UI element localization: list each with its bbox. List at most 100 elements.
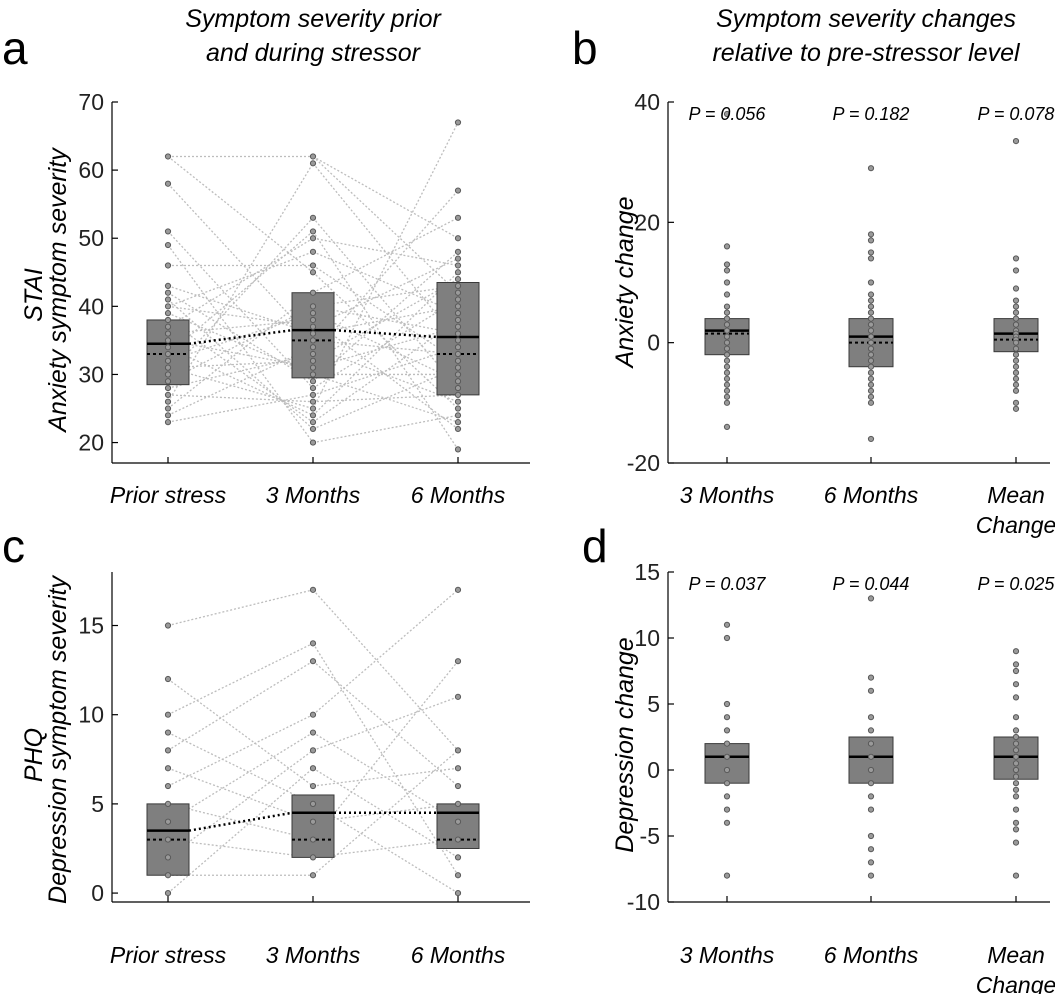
- chart-b-point: [867, 327, 875, 334]
- panel-b-title-line2: relative to pre-stressor level: [712, 39, 1021, 67]
- chart-c-ytick-label: 0: [91, 880, 104, 906]
- chart-a-point: [454, 269, 462, 276]
- chart-b-point: [1012, 399, 1020, 406]
- chart-b-point: [867, 381, 875, 388]
- chart-a-pair-line: [312, 217, 459, 389]
- chart-a-point: [164, 330, 172, 337]
- chart-b-point: [723, 339, 731, 346]
- chart-d-ytick-label: -5: [640, 823, 660, 849]
- chart-a-pair-line: [312, 258, 459, 328]
- chart-a-point: [454, 323, 462, 330]
- chart-d-point: [723, 621, 731, 628]
- chart-d-point: [723, 780, 731, 787]
- chart-a-point: [309, 248, 317, 255]
- chart-c-point: [454, 872, 462, 879]
- chart-a-pair-line: [167, 319, 314, 423]
- chart-a-point: [454, 425, 462, 433]
- chart-b-point: [867, 387, 875, 394]
- chart-d-point: [723, 634, 731, 642]
- chart-b-ytick-label: 20: [634, 209, 660, 235]
- chart-a-point: [164, 378, 172, 385]
- chart-a-point: [164, 384, 172, 392]
- chart-a-point: [454, 255, 462, 262]
- chart-d-point: [1012, 727, 1020, 734]
- chart-a-pair-line: [167, 346, 314, 416]
- chart-c-median-trend: [188, 811, 293, 832]
- chart-c-pair-line: [167, 767, 314, 823]
- chart-c-pair-line: [167, 731, 314, 823]
- chart-a-point: [309, 384, 317, 392]
- chart-depression-severity: 0 5 10 15 Prior stress 3 Months 6 Months Depres…: [44, 572, 530, 968]
- chart-b-point: [723, 279, 731, 286]
- panel-a-title-line2: and during stressor: [206, 39, 422, 67]
- chart-c-point: [454, 765, 462, 772]
- chart-d-point: [1012, 648, 1020, 655]
- chart-a-point: [309, 310, 317, 317]
- chart-c-pair-line: [312, 643, 459, 876]
- chart-a-point: [454, 310, 462, 317]
- chart-a-point: [309, 303, 317, 310]
- chart-a-pair-line: [312, 271, 459, 409]
- chart-a-point: [454, 330, 462, 337]
- chart-a-point: [309, 412, 317, 419]
- chart-a-point: [309, 371, 317, 378]
- chart-d-pvalue-3: P = 0.025: [978, 574, 1055, 594]
- chart-a-pair-line: [312, 251, 459, 382]
- chart-a-point: [309, 289, 317, 296]
- chart-d-point: [867, 740, 875, 747]
- chart-a-point: [454, 187, 462, 194]
- chart-a-pair-line: [167, 251, 314, 307]
- chart-b-point: [723, 345, 731, 352]
- chart-a-pair-line: [167, 230, 314, 355]
- chart-c-point: [309, 711, 317, 718]
- chart-a-ytick-label: 30: [78, 361, 104, 387]
- chart-a-median-trend: [188, 328, 293, 346]
- chart-a-point: [164, 241, 172, 249]
- chart-a-point: [309, 214, 317, 221]
- chart-b-point: [723, 393, 731, 400]
- chart-b-point: [867, 315, 875, 322]
- chart-a-pair-line: [312, 217, 459, 294]
- chart-b-point: [723, 399, 731, 406]
- chart-c-point: [454, 693, 462, 700]
- chart-b-point: [723, 315, 731, 322]
- row-label-phq: PHQ: [20, 728, 48, 782]
- chart-b-point: [723, 327, 731, 334]
- chart-b-point: [723, 243, 731, 250]
- chart-d-point: [1012, 747, 1020, 754]
- chart-b-point: [867, 237, 875, 244]
- chart-b-point: [723, 375, 731, 382]
- chart-d-point: [1012, 780, 1020, 787]
- chart-b-category-label: 6 Months: [824, 482, 919, 508]
- panel-label-a: a: [2, 22, 28, 74]
- chart-d-point: [1012, 753, 1020, 760]
- chart-a-pair-line: [312, 339, 459, 355]
- chart-c-pair-line: [167, 731, 314, 805]
- chart-c-point: [454, 854, 462, 861]
- chart-d-point: [867, 727, 875, 734]
- chart-c-point: [454, 782, 462, 790]
- panel-a-title-line1: Symptom severity prior: [185, 5, 442, 33]
- chart-c-ytick-label: 5: [91, 791, 104, 817]
- chart-b-point: [867, 303, 875, 310]
- chart-b-point: [867, 231, 875, 238]
- chart-a-point: [164, 296, 172, 303]
- chart-a-point: [309, 357, 317, 364]
- chart-b-point: [1012, 387, 1020, 394]
- chart-d-point: [1012, 766, 1020, 774]
- chart-d-point: [1012, 793, 1020, 800]
- chart-d-category-label: 3 Months: [680, 942, 775, 968]
- chart-c-category-label: 3 Months: [266, 942, 361, 968]
- chart-a-point: [164, 357, 172, 364]
- chart-b-point: [1012, 381, 1020, 388]
- chart-a-point: [309, 153, 317, 160]
- chart-a-point: [164, 153, 172, 160]
- chart-a-pair-line: [167, 394, 314, 423]
- chart-d-category-label: 6 Months: [824, 942, 919, 968]
- chart-a-point: [164, 310, 172, 317]
- chart-d-point: [1012, 806, 1020, 813]
- chart-d-point: [867, 872, 875, 879]
- chart-d-point: [867, 806, 875, 813]
- chart-a-pair-line: [167, 237, 314, 328]
- chart-c-point: [454, 800, 462, 807]
